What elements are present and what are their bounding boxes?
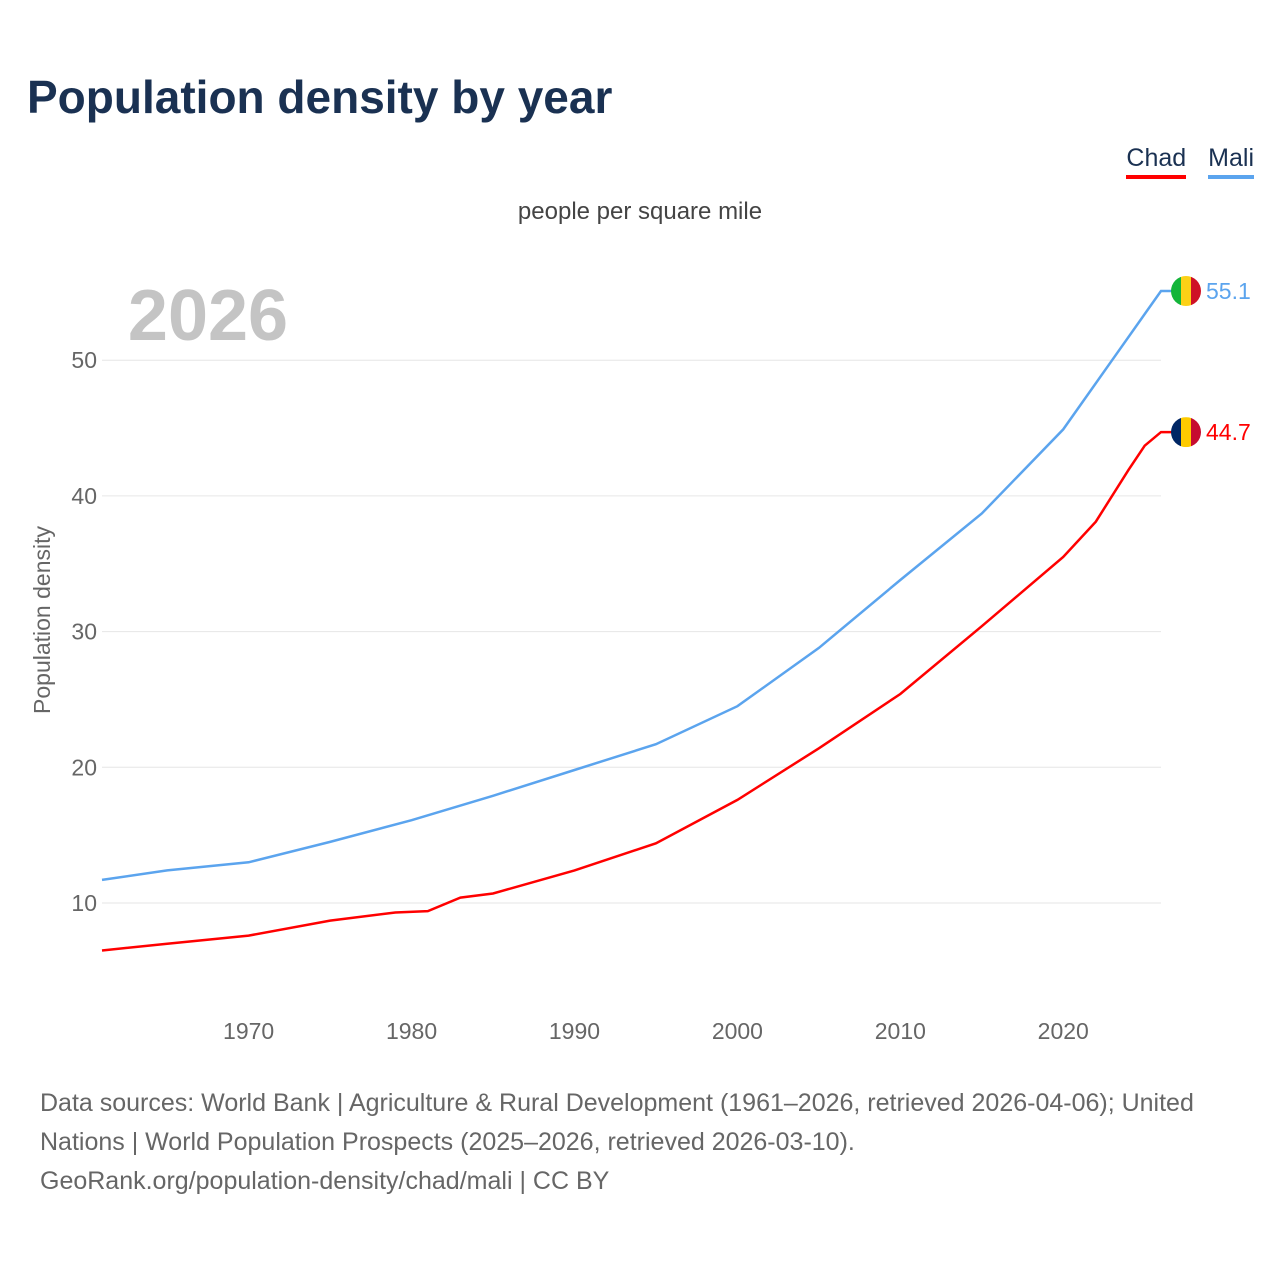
- year-label: 2026: [128, 276, 288, 356]
- series-line-mali[interactable]: [101, 289, 1172, 882]
- y-tick-label: 30: [71, 619, 97, 645]
- end-value-label-mali: 55.1: [1206, 278, 1251, 304]
- footer: Data sources: World Bank | Agriculture &…: [40, 1084, 1250, 1201]
- chart-title: Population density by year: [27, 71, 613, 123]
- mali-flag-icon: [1171, 275, 1201, 306]
- x-tick-label: 2000: [712, 1018, 763, 1044]
- x-tick-label: 1980: [386, 1018, 437, 1044]
- credit-link[interactable]: GeoRank.org/population-density/chad/mali…: [40, 1167, 610, 1195]
- chad-flag-icon: [1171, 417, 1201, 448]
- y-tick-label: 20: [71, 754, 97, 780]
- legend-item-mali[interactable]: Mali: [1208, 144, 1254, 179]
- x-tick-label: 2020: [1038, 1018, 1089, 1044]
- end-value-label-chad: 44.7: [1206, 419, 1251, 445]
- chart-subtitle: people per square mile: [517, 198, 763, 225]
- x-tick-label: 2010: [875, 1018, 926, 1044]
- legend-item-chad[interactable]: Chad: [1126, 144, 1187, 179]
- y-tick-label: 40: [71, 483, 97, 509]
- x-tick-label: 1970: [223, 1018, 274, 1044]
- data-sources: Data sources: World Bank | Agriculture &…: [40, 1089, 1194, 1156]
- series-line-chad[interactable]: [101, 430, 1172, 952]
- y-axis-label: Population density: [29, 526, 55, 714]
- x-tick-label: 1990: [549, 1018, 600, 1044]
- legend: Chad Mali: [1126, 144, 1254, 179]
- y-tick-label: 10: [71, 890, 97, 916]
- y-tick-label: 50: [71, 347, 97, 373]
